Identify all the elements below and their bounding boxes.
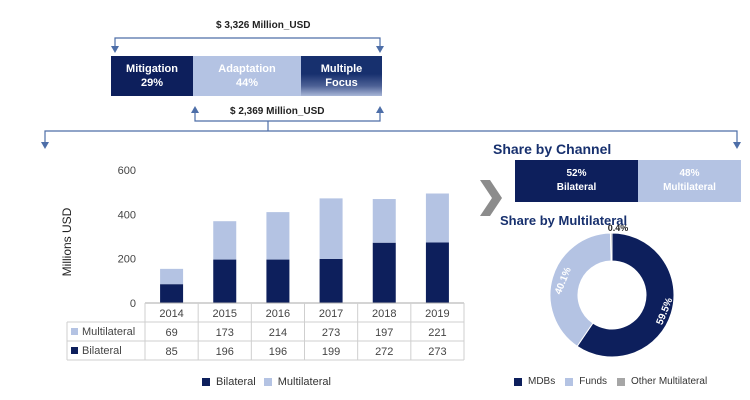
y-axis-label: Millions USD [60,207,74,277]
table-cell: 273 [428,346,446,358]
legend-bilateral-swatch [202,378,210,386]
table-swatch [71,347,78,354]
donut-slice-mdbs [576,232,675,358]
multiple-label: Multiple [320,63,363,75]
legend-multilateral-swatch [263,378,272,386]
adaptation-segment: Adaptation 44% [193,56,301,96]
sub-bracket-arrow [191,106,384,122]
donut-slice-other-multilateral [609,232,613,262]
adaptation-label: Adaptation [218,63,276,75]
donut-legend: MDBs Funds Other Multilateral [514,376,707,387]
legend-funds-swatch [565,377,574,386]
bar-bilateral-2019 [425,242,449,303]
table-cell: 197 [375,327,393,339]
table-cell: 196 [269,346,287,358]
table-cell: 173 [216,327,234,339]
donut-chart: 59.5%40.1%0.4% [549,223,675,358]
bar-legend: Bilateral Multilateral [202,376,331,388]
bar-multilateral-2016 [266,212,290,260]
channel-title: Share by Channel [493,141,612,157]
legend-mdbs-label: MDBs [528,376,556,387]
channel-bilateral-label: Bilateral [556,182,597,193]
table-row-label: Multilateral [82,326,135,338]
table-swatch [71,328,78,335]
table-cell: 272 [375,346,393,358]
channel-multilateral-label: Multilateral [663,182,716,193]
x-tick-label: 2014 [159,308,183,320]
bar-multilateral-2019 [425,193,449,243]
mitigation-segment: Mitigation 29% [111,56,193,96]
data-table: 2014 2015 2016 2017 2018 2019 Multilateral 69 17… [66,302,465,361]
table-cell: 199 [322,346,340,358]
x-tick-label: 2019 [425,308,449,320]
y-tick-label: 200 [118,254,136,266]
bar-bilateral-2014 [160,284,184,303]
table-cell: 221 [428,327,446,339]
adaptation-value: 44% [235,77,258,89]
x-tick-label: 2017 [319,308,343,320]
y-tick-label: 400 [118,209,136,221]
x-tick-label: 2018 [372,308,396,320]
chevron-icon [480,180,502,216]
legend-other-label: Other Multilateral [631,376,708,387]
bar-bilateral-2018 [372,242,396,303]
channel-multilateral-value: 48% [679,168,700,179]
bar-multilateral-2017 [319,198,343,259]
channel-bilateral: 52% Bilateral [515,160,638,202]
donut-label-other: 0.4% [608,223,629,233]
legend-funds-label: Funds [579,376,608,387]
y-tick-label: 0 [130,298,136,310]
bar-bilateral-2017 [319,258,343,303]
total-bracket-arrow [111,37,384,53]
x-tick-label: 2016 [266,308,290,320]
legend-other-swatch [617,377,626,386]
multiple-focus-label: Focus [325,77,358,89]
mitigation-label: Mitigation [126,63,178,75]
mitigation-value: 29% [140,77,164,89]
bar-bilateral-2015 [213,259,237,303]
bar-multilateral-2018 [372,199,396,243]
table-cell: 85 [165,346,177,358]
x-tick-label: 2015 [213,308,237,320]
multiple-focus-segment: Multiple Focus [301,56,382,96]
channel-bilateral-value: 52% [566,168,587,179]
bar-multilateral-2014 [160,268,184,285]
legend-bilateral-label: Bilateral [216,376,256,388]
bar-bilateral-2016 [266,259,290,303]
bar-multilateral-2015 [213,221,237,260]
legend-multilateral-label: Multilateral [277,376,331,388]
table-row-label: Bilateral [82,345,122,357]
table-cell: 273 [322,327,340,339]
sub-amount: $ 2,369 Million_USD [230,106,325,117]
table-cell: 69 [165,327,177,339]
connector-arrow [41,121,741,149]
table-cell: 196 [216,346,234,358]
table-cell: 214 [269,327,287,339]
bar-chart: 0 200 400 600 [118,165,449,310]
multilateral-title: Share by Multilateral [500,213,628,228]
donut-slice-funds [549,232,612,347]
y-tick-label: 600 [118,165,136,177]
channel-multilateral: 48% Multilateral [638,160,741,202]
total-amount: $ 3,326 Million_USD [216,20,311,31]
legend-mdbs-swatch [514,377,522,386]
